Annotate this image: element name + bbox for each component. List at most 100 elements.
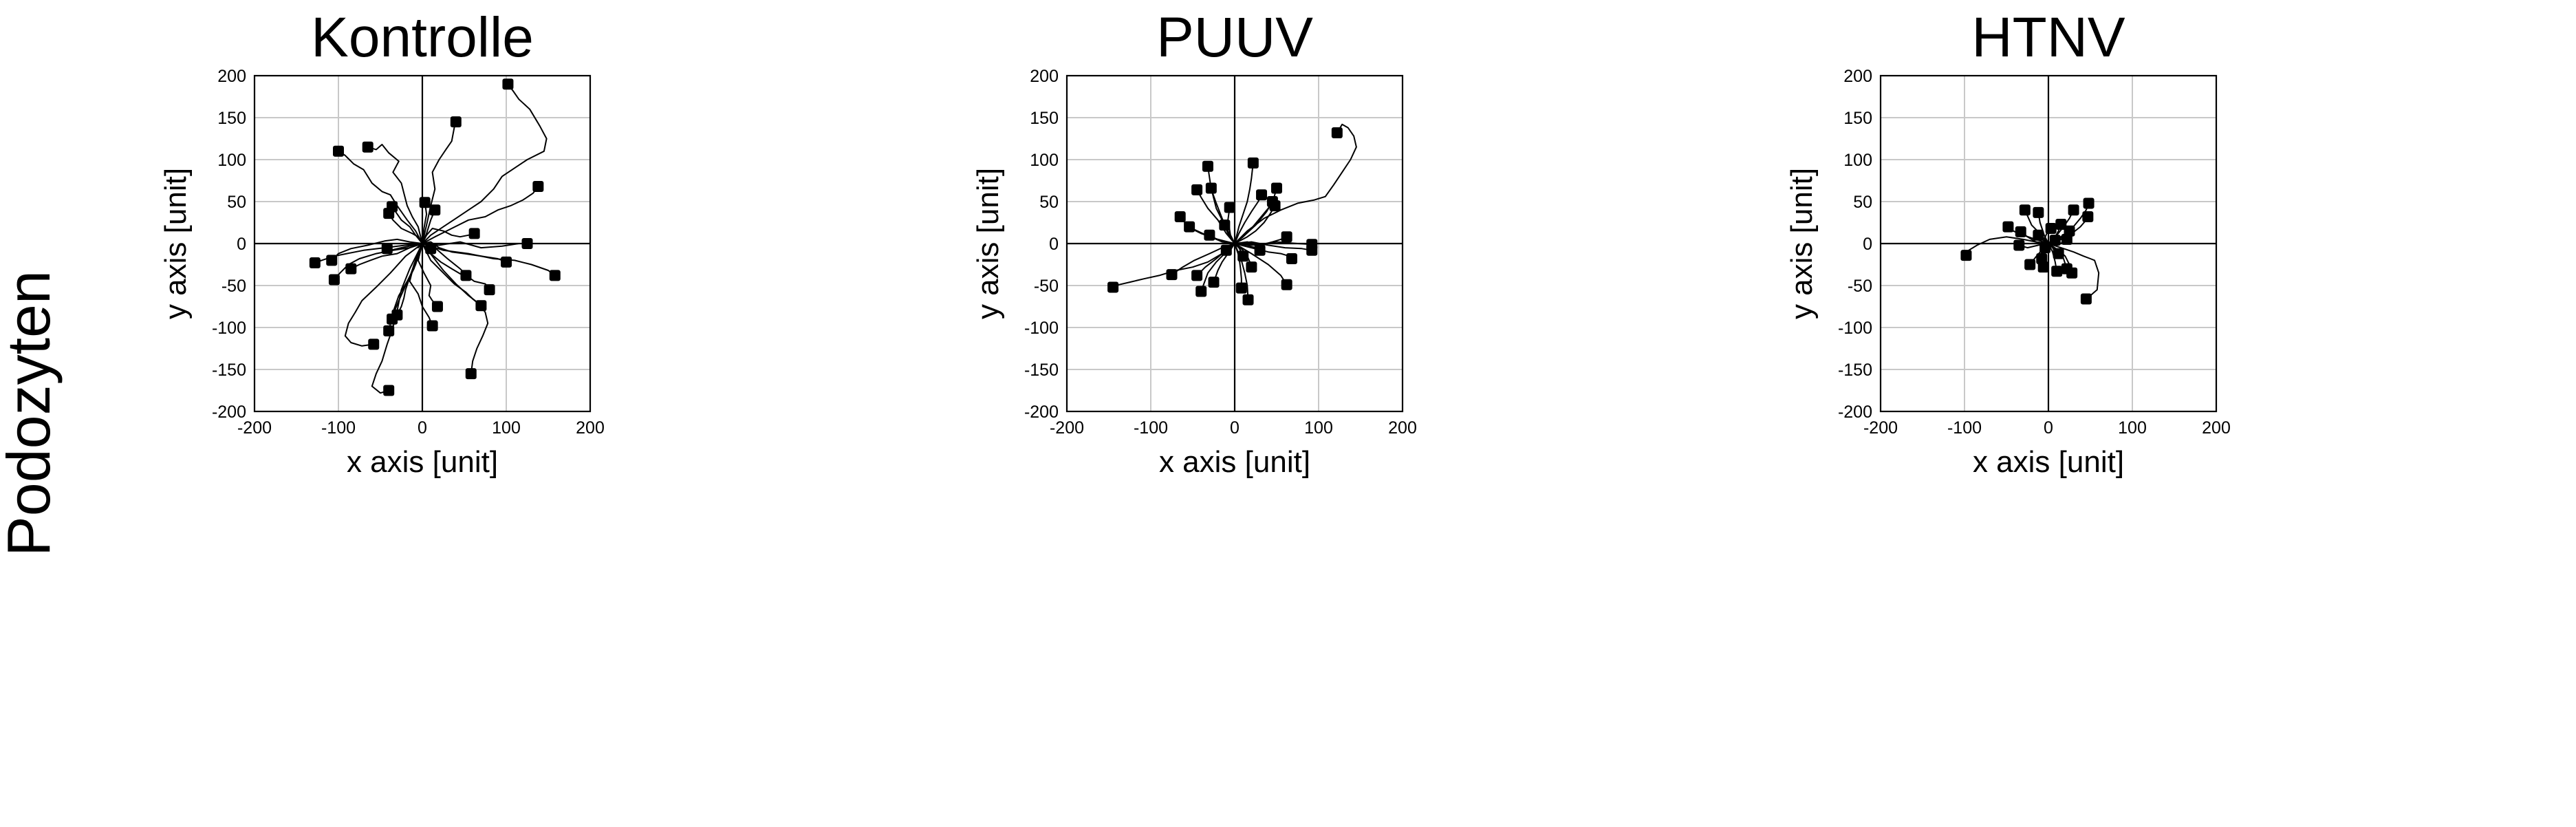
y-tick-label: 50 [227,193,246,212]
y-tick-label: 200 [217,67,246,86]
trajectory-endpoint [381,243,393,255]
y-tick-label: 150 [1030,109,1059,128]
trajectory-line [422,241,528,249]
trajectory-endpoint [501,256,512,268]
y-tick-label: 0 [1049,235,1059,254]
y-tick-label: 200 [1030,67,1059,86]
y-tick-label: -50 [221,277,246,296]
trajectory-endpoint [2013,239,2025,251]
trajectory-endpoint [2061,233,2072,245]
x-axis-label: x axis [unit] [347,445,498,479]
trajectory-endpoint [502,78,514,90]
trajectory-endpoint [326,255,338,266]
trajectory-endpoint [2033,206,2044,218]
trajectory-endpoint [1960,250,1972,261]
y-tick-label: -150 [212,361,246,380]
chart-title: PUUV [1156,6,1313,69]
trajectory-line [422,121,457,244]
y-tick-label: 100 [1843,151,1872,170]
y-tick-label: -150 [1024,361,1059,380]
trajectory-endpoint [1195,286,1207,297]
trajectory-endpoint [333,145,344,157]
panel-kontrolle: -200 -100 0 100 200 -200 -150 -100 -50 0 50 100 150 2… [159,6,605,479]
trajectory-line [1234,243,1288,286]
y-tick-label: 0 [1863,235,1872,254]
trajectory-endpoint [1271,182,1282,194]
y-tick-label: -100 [212,319,246,338]
trajectory-endpoint [2082,211,2094,222]
trajectory-endpoint [1224,202,1235,213]
y-tick-label: 50 [1853,193,1872,212]
trajectory-endpoint [1202,160,1213,172]
trajectory-line [367,144,423,244]
trajectory-endpoint [450,116,462,128]
plot-frame [1065,74,1404,413]
trajectory-line [422,228,475,244]
trajectory-endpoint [425,243,437,255]
trajectory-endpoint [1208,277,1220,288]
trajectory-endpoint [2039,242,2051,254]
panel-puuv: -200 -100 0 100 200 -200 -150 -100 -50 0 50 100 150 2… [971,6,1417,479]
trajectory-endpoint [549,270,561,281]
trajectory-line [1234,188,1277,244]
trajectory-line [417,243,438,308]
x-tick-label: 0 [2044,418,2053,438]
trajectory-endpoint [2061,263,2072,275]
x-axis-label: x axis [unit] [1159,445,1310,479]
x-tick-label: -200 [237,418,272,438]
trajectory-endpoint [1306,239,1318,250]
trajectory-endpoint [2019,204,2031,216]
trajectory-endpoint [460,270,472,281]
x-tick-label: 200 [2202,418,2231,438]
x-tick-label: 0 [418,418,427,438]
row-label: Podozyten [0,270,63,557]
trajectory-line [331,238,423,261]
trajectory-endpoint [484,284,495,296]
x-tick-label: 0 [1230,418,1240,438]
chart-title: HTNV [1971,6,2125,69]
trajectory-endpoint [429,204,441,216]
trajectory-endpoint [383,385,395,396]
trajectory-endpoint [1281,279,1292,290]
trajectory-endpoint [521,238,533,249]
trajectory-endpoint [2049,235,2061,246]
trajectory-endpoint [1331,127,1343,138]
trajectory-endpoint [431,301,443,312]
trajectory-endpoint [2002,221,2014,233]
trajectory-endpoint [1219,219,1231,231]
x-tick-label: 200 [1388,418,1417,438]
trajectory-endpoint [2055,218,2067,230]
trajectory-line [334,243,423,281]
trajectory-endpoint [1191,270,1203,281]
y-tick-label: 50 [1039,193,1059,212]
trajectory-endpoint [387,201,398,213]
trajectory-endpoint [1204,229,1215,241]
trajectory-line [338,150,423,244]
y-tick-label: -50 [1848,277,1872,296]
trajectory-endpoint [2083,197,2095,209]
trajectory-endpoint [2024,259,2036,270]
y-tick-label: -200 [212,402,246,422]
trajectory-endpoint [1269,200,1281,212]
plot-frame [253,74,592,413]
y-axis-label: y axis [unit] [1785,168,1819,319]
trajectory-endpoint [1184,221,1195,233]
x-tick-label: 100 [1304,418,1333,438]
panel-htnv: -200 -100 0 100 200 -200 -150 -100 -50 0 50 100 150 2… [1785,6,2231,479]
trajectory-endpoint [1220,244,1232,256]
x-axis-label: x axis [unit] [1973,445,2124,479]
y-tick-label: -200 [1838,402,1872,422]
trajectory-endpoint [391,309,403,321]
trajectory-line [396,243,423,316]
x-tick-label: -200 [1863,418,1898,438]
trajectory-line [371,243,423,394]
trajectory-endpoint [468,228,480,239]
y-tick-label: -200 [1024,402,1059,422]
trajectory-line [1234,194,1262,244]
y-tick-label: -50 [1034,277,1059,296]
trajectory-line [2048,243,2100,300]
trajectory-endpoint [2045,223,2057,235]
trajectory-endpoint [419,197,431,208]
trajectory-endpoint [1254,244,1266,256]
